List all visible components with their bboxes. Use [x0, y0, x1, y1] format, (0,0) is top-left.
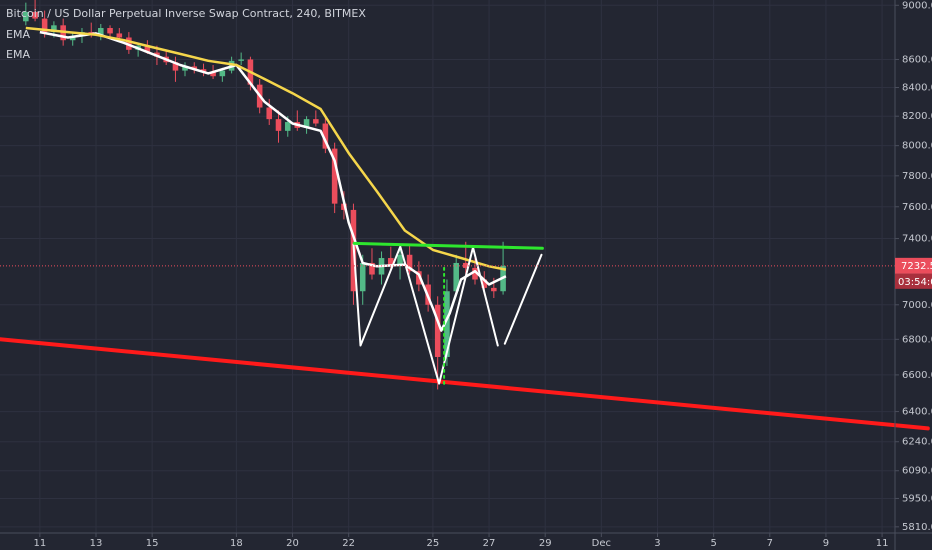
candle-body	[303, 119, 310, 128]
x-tick-label: 25	[427, 538, 440, 549]
y-tick-label: 6090.0	[902, 466, 932, 477]
candle-body	[182, 66, 188, 71]
candle-body	[116, 33, 123, 38]
x-tick-label: 29	[539, 538, 552, 549]
candle-body	[284, 122, 291, 131]
y-tick-label: 7600.0	[902, 202, 932, 213]
x-tick-label: 22	[342, 538, 355, 549]
y-tick-label: 6400.0	[902, 407, 932, 418]
countdown-box	[895, 273, 932, 289]
y-tick-label: 8600.0	[902, 54, 932, 65]
candle-body	[416, 271, 422, 285]
candle-body	[388, 258, 394, 267]
x-tick-label: 20	[286, 538, 299, 549]
ema-line	[39, 30, 507, 332]
candle-body	[107, 28, 113, 34]
legend-entry: EMA	[6, 48, 30, 61]
x-tick-label: 7	[767, 538, 773, 549]
candle-body	[238, 59, 244, 61]
x-tick-label: 15	[146, 538, 159, 549]
candle-body	[32, 11, 38, 19]
x-tick-label: 3	[654, 538, 660, 549]
candle-body	[275, 119, 282, 131]
y-tick-label: 5810.0	[902, 522, 932, 533]
x-tick-label: Dec	[592, 538, 611, 549]
drawing-line	[352, 241, 544, 250]
candle-body	[491, 287, 497, 292]
legend-entry: EMA	[6, 28, 30, 41]
x-tick-label: 27	[483, 538, 496, 549]
candle-body	[331, 148, 338, 204]
drawing-line	[352, 243, 499, 385]
candle-body	[434, 304, 441, 357]
ema-line	[25, 26, 507, 271]
y-tick-label: 9000.0	[902, 0, 932, 11]
candle-body	[200, 69, 207, 72]
last-price-box	[895, 257, 932, 274]
x-tick-label: 5	[710, 538, 716, 549]
x-tick-label: 11	[33, 538, 46, 549]
axes: 9000.0 8600.0 8400.0 8200.0 8000.0 7800.0 7600…	[33, 0, 932, 549]
candle-body	[23, 11, 29, 22]
candle-body	[69, 36, 76, 41]
y-tick-label: 7000.0	[902, 300, 932, 311]
x-tick-label: 11	[876, 538, 889, 549]
x-tick-label: 13	[90, 538, 103, 549]
x-tick-label: 9	[823, 538, 829, 549]
y-tick-label: 5950.0	[902, 493, 932, 504]
candle-body	[397, 254, 403, 267]
y-tick-label: 6800.0	[902, 334, 932, 345]
candle-body	[266, 107, 273, 120]
y-tick-label: 8000.0	[902, 141, 932, 152]
candle-body	[210, 71, 216, 77]
y-tick-label: 7800.0	[902, 171, 932, 182]
candle-body	[369, 262, 375, 275]
y-tick-label: 6600.0	[902, 370, 932, 381]
candle-body	[322, 123, 329, 149]
candle-body	[191, 66, 198, 70]
candle-body	[144, 45, 151, 53]
candle-body	[406, 254, 413, 272]
candle-body	[219, 70, 226, 77]
candle-body	[444, 291, 450, 357]
x-tick-label: 18	[230, 538, 243, 549]
candle-body	[472, 267, 478, 280]
candle-body	[172, 62, 179, 71]
countdown-label: 03:54:03	[898, 277, 932, 288]
candle-body	[313, 119, 319, 124]
drawing-line	[503, 253, 543, 345]
y-tick-label: 7400.0	[902, 234, 932, 245]
last-price-label: 7232.5	[901, 261, 932, 272]
y-tick-label: 6240.0	[902, 437, 932, 448]
candle-body	[453, 262, 459, 292]
candle-body	[359, 262, 366, 292]
y-tick-label: 8200.0	[902, 111, 932, 122]
y-tick-label: 8400.0	[902, 83, 932, 94]
drawing-line	[0, 337, 930, 431]
candle-body	[41, 18, 48, 33]
plot	[0, 0, 930, 431]
candle-body	[51, 25, 57, 33]
candle-body	[98, 28, 104, 35]
chart-title: Bitcoin / US Dollar Perpetual Inverse Sw…	[6, 7, 366, 20]
candle-body	[481, 279, 488, 288]
